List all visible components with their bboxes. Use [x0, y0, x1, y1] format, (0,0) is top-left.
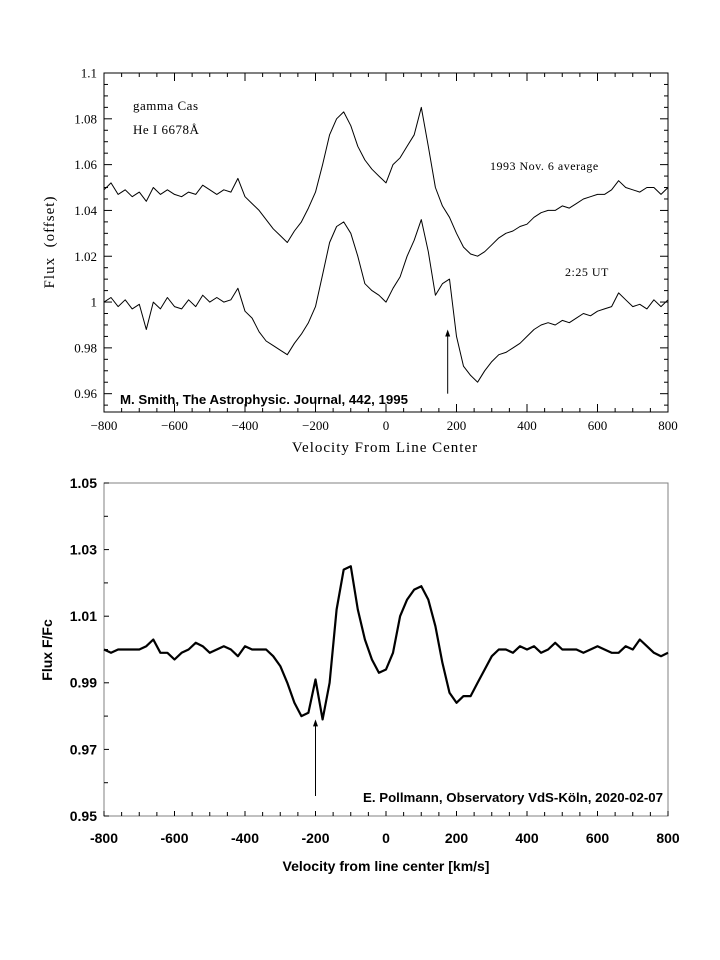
top-arrow [445, 329, 451, 394]
bottom-x-axis-label: Velocity from line center [km/s] [283, 858, 490, 874]
arrow-head [313, 719, 318, 727]
series-line-0 [103, 565, 669, 721]
x-tick-label: −800 [91, 418, 118, 433]
x-tick-label: 400 [515, 830, 539, 846]
y-tick-label: 1.03 [70, 542, 97, 558]
series-line-0 [103, 106, 669, 257]
top-y-axis-label: Flux (offset) [42, 196, 58, 289]
x-tick-label: 0 [383, 418, 390, 433]
bottom-ticks: -800 -600 -400 -200 0 200 400 600 800 0.95 0.97 0.9… [70, 475, 680, 846]
y-tick-label: 0.95 [70, 808, 97, 824]
y-tick-label: 1.08 [74, 111, 97, 126]
bottom-y-axis-label: Flux F/Fc [39, 619, 55, 681]
top-ticks: −800 −600 −400 −200 0 200 400 600 800 0.96 0.98 1 1.… [74, 66, 678, 433]
top-credit: M. Smith, The Astrophysic. Journal, 442,… [120, 393, 408, 407]
y-tick-label: 1.05 [70, 475, 97, 491]
bottom-series [103, 565, 669, 721]
top-series-label-225ut: 2:25 UT [565, 265, 609, 279]
x-tick-label: -400 [231, 830, 259, 846]
y-tick-label: 1.04 [74, 203, 97, 218]
x-tick-label: −600 [161, 418, 188, 433]
y-tick-label: 0.98 [74, 340, 97, 355]
x-tick-label: -600 [160, 830, 188, 846]
x-tick-label: −400 [232, 418, 259, 433]
top-series [103, 106, 669, 383]
y-tick-label: 1.01 [70, 608, 97, 624]
x-tick-label: −200 [302, 418, 329, 433]
x-tick-label: 600 [588, 418, 608, 433]
series-line-1 [103, 219, 669, 383]
top-chart: −800 −600 −400 −200 0 200 400 600 800 0.96 0.98 1 1.… [42, 66, 678, 456]
bottom-chart: -800 -600 -400 -200 0 200 400 600 800 0.95 0.97 0.9… [39, 475, 680, 874]
y-tick-label: 0.97 [70, 741, 97, 757]
top-series-label-average: 1993 Nov. 6 average [490, 159, 599, 173]
x-tick-label: -200 [301, 830, 329, 846]
y-tick-label: 1.1 [81, 66, 97, 81]
x-tick-label: 200 [445, 830, 469, 846]
y-tick-label: 1.06 [74, 157, 97, 172]
x-tick-label: 200 [447, 418, 467, 433]
bottom-arrow [313, 719, 318, 797]
y-tick-label: 1 [91, 295, 98, 310]
top-line-label: He I 6678Å [133, 122, 199, 137]
top-x-axis-label: Velocity From Line Center [292, 440, 478, 456]
arrow-head [445, 329, 451, 337]
y-tick-label: 0.96 [74, 386, 97, 401]
y-tick-label: 1.02 [74, 249, 97, 264]
top-object-label: gamma Cas [133, 98, 199, 113]
bottom-credit: E. Pollmann, Observatory VdS-Köln, 2020-… [363, 791, 663, 805]
y-tick-label: 0.99 [70, 675, 97, 691]
x-tick-label: -800 [90, 830, 118, 846]
x-tick-label: 400 [517, 418, 537, 433]
x-tick-label: 600 [586, 830, 610, 846]
x-tick-label: 800 [658, 418, 678, 433]
x-tick-label: 0 [382, 830, 390, 846]
x-tick-label: 800 [656, 830, 680, 846]
